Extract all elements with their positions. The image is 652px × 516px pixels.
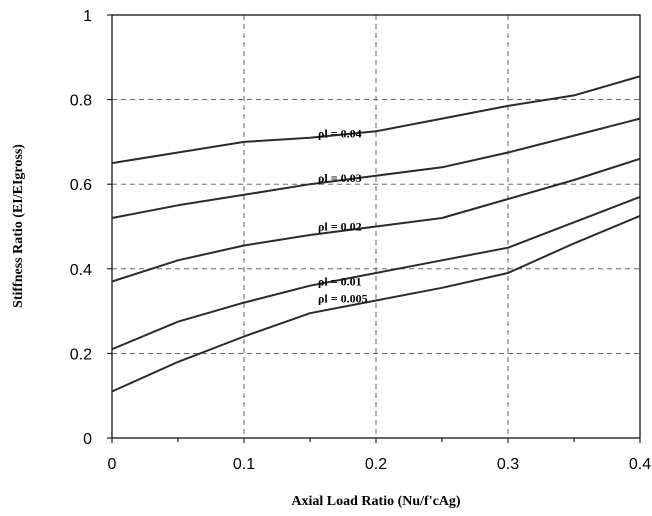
series-label: ρl = 0.04 [318, 127, 362, 141]
y-tick-label: 0.4 [70, 262, 92, 279]
series-label: ρl = 0.01 [318, 275, 362, 289]
x-tick-label: 0.3 [497, 456, 519, 473]
y-tick-label: 0.6 [70, 177, 92, 194]
y-axis-title: Stiffness Ratio (EI/EIgross) [11, 144, 26, 308]
series-labels: ρl = 0.04 ρl = 0.03 ρl = 0.02 ρl = 0.01 ρl =… [318, 127, 368, 306]
y-tick-label: 1 [83, 8, 92, 25]
x-tick-label: 0.2 [365, 456, 387, 473]
x-tick-label: 0.1 [233, 456, 255, 473]
series-label: ρl = 0.03 [318, 171, 362, 185]
y-tick-label: 0 [83, 431, 92, 448]
x-tick-label: 0 [108, 456, 117, 473]
x-tick-label: 0.4 [629, 456, 651, 473]
tick-labels: 0 0.1 0.2 0.3 0.4 0 0.2 0.4 0.6 0.8 1 [70, 8, 651, 473]
grid [107, 15, 640, 443]
series-line [112, 197, 640, 349]
series-label: ρl = 0.02 [318, 220, 362, 234]
y-tick-label: 0.2 [70, 346, 92, 363]
y-tick-label: 0.8 [70, 93, 92, 110]
series-label: ρl = 0.005 [318, 292, 368, 306]
x-axis-title: Axial Load Ratio (Nu/f'cAg) [291, 494, 461, 509]
